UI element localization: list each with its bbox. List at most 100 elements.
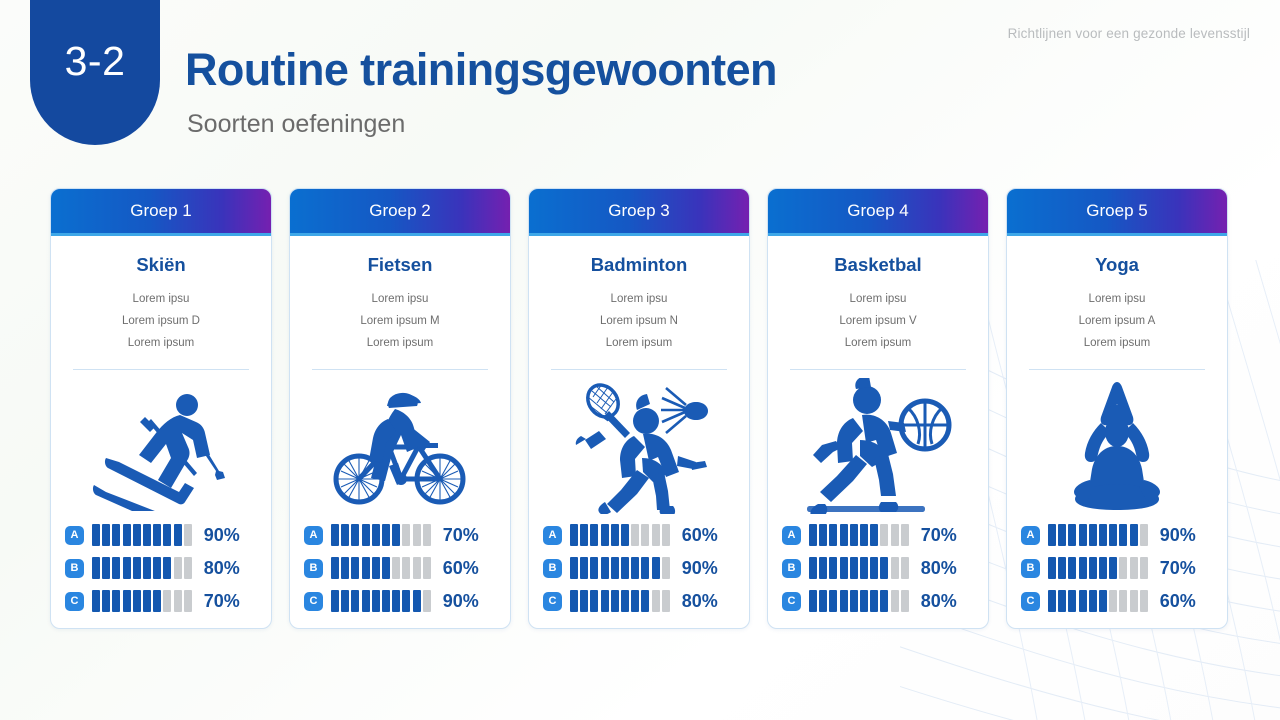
meter-row: B 80% xyxy=(65,557,257,579)
meter-row: C 90% xyxy=(304,590,496,612)
progress-segment xyxy=(590,590,599,612)
meter-row: A 70% xyxy=(782,524,974,546)
page-title: Routine trainingsgewoonten xyxy=(185,44,777,95)
progress-segment xyxy=(880,524,889,546)
progress-segment xyxy=(1109,557,1118,579)
card-divider xyxy=(312,369,488,370)
card-description-line: Lorem ipsum xyxy=(844,337,912,349)
progress-segment xyxy=(1139,590,1148,612)
progress-segment xyxy=(859,557,868,579)
progress-segment xyxy=(132,524,141,546)
progress-segment xyxy=(402,557,411,579)
progress-segment xyxy=(829,590,838,612)
progress-segment xyxy=(1048,524,1056,546)
progress-segment xyxy=(1098,590,1107,612)
progress-segment xyxy=(92,557,100,579)
group-card[interactable]: Groep 1 Skiën Lorem ipsu Lorem ipsum D Lorem… xyxy=(50,188,272,629)
progress-segment xyxy=(112,590,121,612)
card-description-line: Lorem ipsum M xyxy=(360,315,440,327)
progress-segment xyxy=(102,557,111,579)
progress-segment xyxy=(371,557,380,579)
card-title: Fietsen xyxy=(367,254,433,275)
progress-segment xyxy=(610,524,619,546)
progress-segment xyxy=(1068,590,1077,612)
progress-segment xyxy=(620,524,629,546)
progress-segment xyxy=(829,557,838,579)
progress-segment xyxy=(1088,524,1097,546)
progress-segment xyxy=(590,524,599,546)
meter-row: C 80% xyxy=(543,590,735,612)
meter-label-chip: B xyxy=(65,558,84,578)
progress-segment xyxy=(1119,524,1128,546)
progress-segment xyxy=(422,590,431,612)
meter-row: C 70% xyxy=(65,590,257,612)
card-header-accent-rule xyxy=(529,233,749,236)
card-header-banner: Groep 3 xyxy=(529,189,749,233)
progress-segment xyxy=(412,524,421,546)
progress-segment xyxy=(1129,524,1138,546)
card-description: Lorem ipsu Lorem ipsum A Lorem ipsum xyxy=(1007,288,1227,369)
progress-segment xyxy=(102,524,111,546)
segmented-progress-bar xyxy=(92,557,192,579)
progress-segment xyxy=(570,590,578,612)
meter-label-chip: A xyxy=(1021,525,1040,545)
progress-segment xyxy=(122,524,131,546)
progress-segment xyxy=(132,557,141,579)
progress-segment xyxy=(859,590,868,612)
progress-segment xyxy=(381,557,390,579)
progress-segment xyxy=(890,590,899,612)
progress-segment xyxy=(870,557,879,579)
progress-segment xyxy=(331,557,339,579)
progress-segment xyxy=(392,557,401,579)
card-description-line: Lorem ipsum D xyxy=(122,315,200,327)
progress-segment xyxy=(631,557,640,579)
meter-percent-value: 90% xyxy=(442,590,479,611)
card-description: Lorem ipsu Lorem ipsum D Lorem ipsum xyxy=(51,288,271,369)
progress-segment xyxy=(122,590,131,612)
card-description-line: Lorem ipsu xyxy=(1088,293,1146,305)
progress-segment xyxy=(839,557,848,579)
progress-segment xyxy=(610,590,619,612)
progress-segment xyxy=(600,590,609,612)
meter-percent-value: 80% xyxy=(920,557,957,578)
progress-segment xyxy=(651,524,660,546)
card-group-label: Groep 4 xyxy=(847,201,909,220)
card-group-label: Groep 1 xyxy=(130,201,192,220)
meter-row: B 90% xyxy=(543,557,735,579)
meter-label-chip: C xyxy=(304,591,323,611)
meter-label-chip: B xyxy=(543,558,562,578)
progress-segment xyxy=(809,590,817,612)
progress-segment xyxy=(880,557,889,579)
progress-segment xyxy=(880,590,889,612)
progress-segment xyxy=(112,524,121,546)
group-card[interactable]: Groep 2 Fietsen Lorem ipsu Lorem ipsum M Lor… xyxy=(289,188,511,629)
progress-segment xyxy=(641,557,650,579)
meter-row: C 60% xyxy=(1021,590,1213,612)
progress-segment xyxy=(1048,590,1056,612)
segmented-progress-bar xyxy=(809,524,909,546)
progress-segment xyxy=(1078,557,1087,579)
card-description-line: Lorem ipsum N xyxy=(600,315,678,327)
basketball-player-icon xyxy=(768,370,988,522)
card-description-line: Lorem ipsum A xyxy=(1078,315,1156,327)
progress-segment xyxy=(849,590,858,612)
group-card[interactable]: Groep 5 Yoga Lorem ipsu Lorem ipsum A Lorem … xyxy=(1006,188,1228,629)
progress-segment xyxy=(651,557,660,579)
card-header-accent-rule xyxy=(51,233,271,236)
progress-segment xyxy=(1088,557,1097,579)
progress-segment xyxy=(580,590,589,612)
segmented-progress-bar xyxy=(331,524,431,546)
progress-segment xyxy=(839,524,848,546)
segmented-progress-bar xyxy=(92,590,192,612)
progress-segment xyxy=(341,557,350,579)
progress-segment xyxy=(819,557,828,579)
meter-label-chip: A xyxy=(65,525,84,545)
progress-segment xyxy=(610,557,619,579)
progress-segment xyxy=(341,524,350,546)
progress-segment xyxy=(590,557,599,579)
card-divider xyxy=(790,369,966,370)
progress-segment xyxy=(351,557,360,579)
